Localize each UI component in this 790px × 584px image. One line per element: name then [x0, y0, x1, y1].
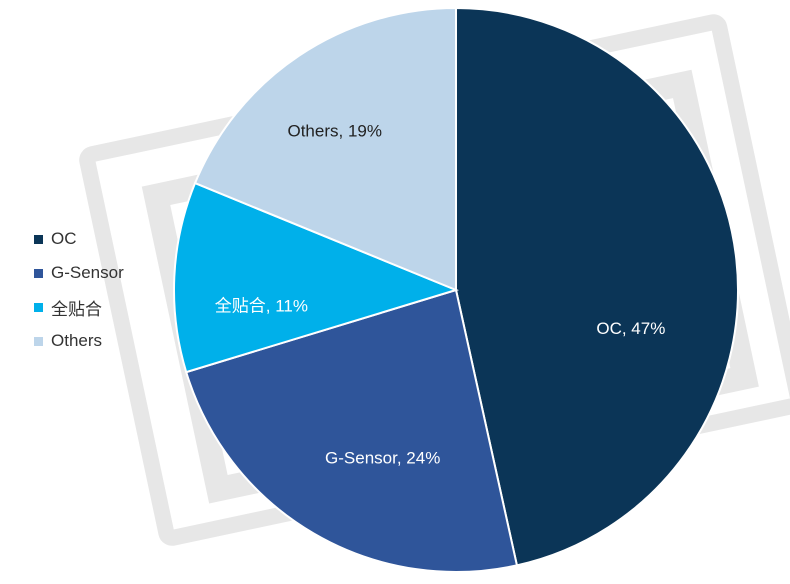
legend-label-others: Others: [51, 331, 103, 350]
pie-slice-g-sensor: [184, 288, 519, 573]
legend-label-oc: OC: [51, 229, 77, 248]
data-label-oc: OC, 47%: [596, 319, 665, 338]
pie-slice-others: [193, 6, 457, 292]
legend-swatch-g-sensor: [34, 268, 43, 278]
legend-item-oc: OC: [34, 222, 184, 256]
pie-slice-full-lamination: [173, 181, 459, 374]
data-label-full-lamination: 全贴合, 11%: [215, 296, 308, 315]
legend: OC G-Sensor 全贴合 Others: [34, 222, 184, 358]
legend-swatch-others: [34, 336, 43, 346]
data-label-g-sensor: G-Sensor, 24%: [325, 449, 440, 468]
legend-label-full-lamination: 全贴合: [51, 299, 102, 319]
legend-swatch-full-lamination: [34, 302, 43, 312]
legend-swatch-oc: [34, 234, 43, 244]
legend-item-g-sensor: G-Sensor: [34, 256, 184, 290]
legend-item-full-lamination: 全贴合: [34, 290, 184, 324]
data-label-others: Others, 19%: [287, 122, 382, 141]
legend-item-others: Others: [34, 324, 184, 358]
pie-slice-oc: [455, 6, 739, 567]
legend-label-g-sensor: G-Sensor: [51, 263, 124, 282]
